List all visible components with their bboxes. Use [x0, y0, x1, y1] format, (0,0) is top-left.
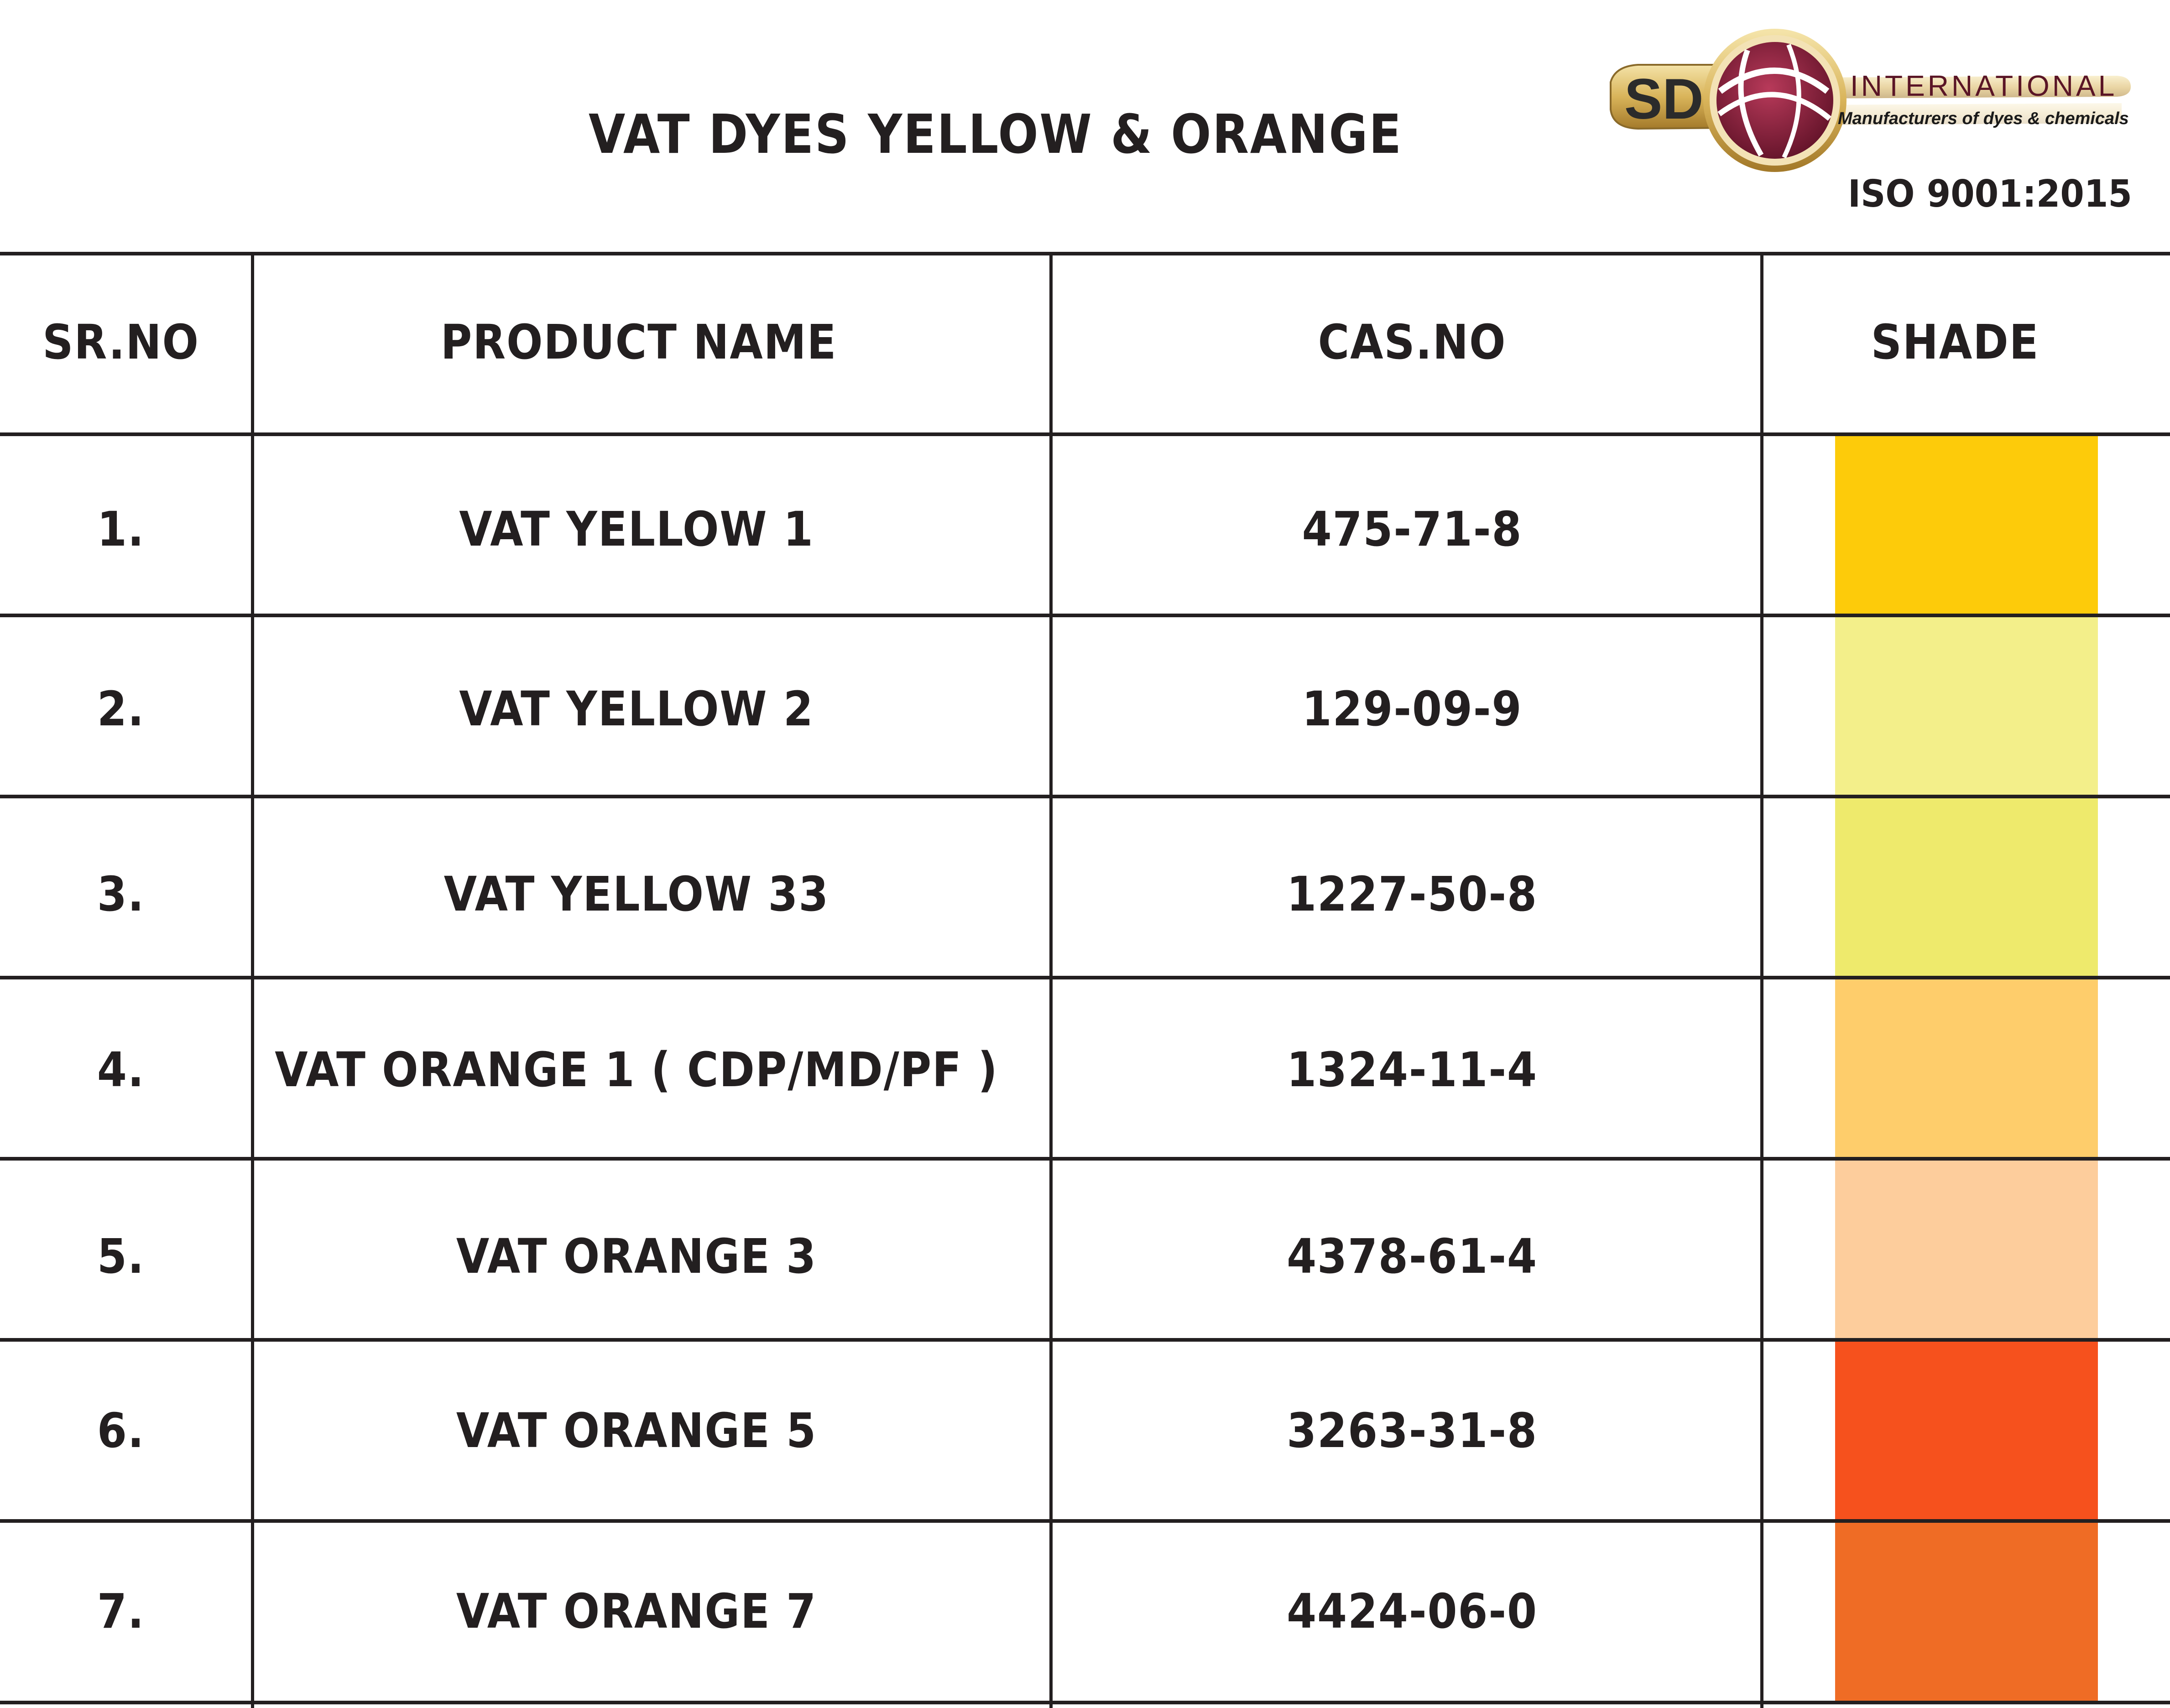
- shade-swatch: [1835, 1523, 2098, 1701]
- column-header-shade: SHADE: [1871, 314, 2040, 370]
- row-product-name: VAT ORANGE 3: [456, 1229, 817, 1284]
- row-product-name: VAT YELLOW 2: [459, 681, 814, 737]
- row-cas-no: 4378-61-4: [1287, 1229, 1538, 1284]
- table-rule: [0, 432, 2170, 436]
- table-rule: [0, 252, 2170, 255]
- shade-swatch: [1835, 1342, 2098, 1519]
- row-product-name: VAT YELLOW 33: [443, 866, 829, 922]
- page-title: VAT DYES YELLOW & ORANGE: [589, 103, 1403, 166]
- row-product-name: VAT ORANGE 1 ( CDP/MD/PF ): [275, 1042, 998, 1098]
- row-sr-no: 4.: [97, 1042, 145, 1098]
- table-rule: [0, 1701, 2170, 1704]
- column-divider: [1760, 252, 1763, 1708]
- shade-swatch: [1835, 617, 2098, 795]
- row-sr-no: 7.: [97, 1583, 145, 1639]
- row-cas-no: 475-71-8: [1302, 501, 1523, 557]
- shade-swatch: [1835, 436, 2098, 614]
- logo-mark: SD: [1624, 68, 1704, 131]
- table-rule: [0, 1338, 2170, 1342]
- column-divider: [251, 252, 254, 1708]
- row-sr-no: 5.: [97, 1229, 145, 1284]
- row-product-name: VAT ORANGE 7: [456, 1583, 817, 1639]
- row-cas-no: 4424-06-0: [1287, 1583, 1538, 1639]
- row-cas-no: 3263-31-8: [1287, 1403, 1538, 1458]
- table-rule: [0, 1519, 2170, 1523]
- row-sr-no: 1.: [97, 501, 145, 557]
- logo-tagline: Manufacturers of dyes & chemicals: [1838, 109, 2129, 128]
- column-header-cas-no: CAS.NO: [1318, 314, 1507, 370]
- row-product-name: VAT YELLOW 1: [459, 501, 814, 557]
- product-table: SR.NO PRODUCT NAME CAS.NO SHADE 1. VAT Y…: [0, 252, 2170, 1708]
- table-rule: [0, 614, 2170, 617]
- row-sr-no: 2.: [97, 681, 145, 737]
- column-divider: [1049, 252, 1053, 1708]
- shade-swatch: [1835, 979, 2098, 1157]
- column-header-sr-no: SR.NO: [42, 314, 199, 370]
- row-cas-no: 129-09-9: [1302, 681, 1523, 737]
- row-product-name: VAT ORANGE 5: [456, 1403, 817, 1458]
- row-sr-no: 3.: [97, 866, 145, 922]
- row-cas-no: 1324-11-4: [1287, 1042, 1538, 1098]
- shade-swatch: [1835, 798, 2098, 976]
- table-rule: [0, 1157, 2170, 1161]
- table-rule: [0, 976, 2170, 979]
- row-cas-no: 1227-50-8: [1287, 866, 1538, 922]
- shade-swatch: [1835, 1161, 2098, 1338]
- table-rule: [0, 795, 2170, 798]
- iso-certification: ISO 9001:2015: [1848, 172, 2132, 216]
- row-sr-no: 6.: [97, 1403, 145, 1458]
- logo-name: INTERNATIONAL: [1850, 69, 2117, 102]
- column-header-product-name: PRODUCT NAME: [440, 314, 837, 370]
- company-logo: SD INTERNATIONAL Manufacturers of dyes &…: [1597, 23, 2154, 228]
- globe-swoosh-icon: SD INTERNATIONAL Manufacturers of dyes &…: [1610, 29, 2131, 172]
